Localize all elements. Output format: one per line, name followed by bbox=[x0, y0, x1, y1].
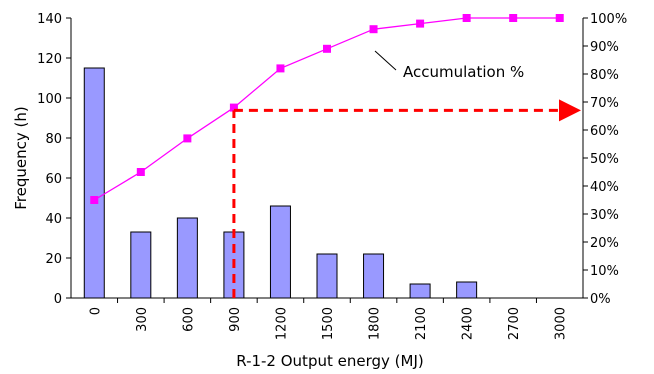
bars-layer bbox=[83, 67, 478, 299]
accumulation-point-1200 bbox=[276, 64, 285, 73]
accumulation-point-900 bbox=[229, 103, 238, 112]
bar-300 bbox=[130, 231, 152, 299]
left-tick-label: 100 bbox=[37, 92, 62, 107]
bar-2100 bbox=[409, 283, 431, 299]
bar-1200 bbox=[269, 205, 291, 299]
accumulation-point-2700 bbox=[509, 14, 518, 22]
reference-arrowhead bbox=[559, 99, 581, 122]
bar-1800 bbox=[363, 253, 385, 299]
x-tick-label: 2400 bbox=[461, 307, 476, 340]
accumulation-leader-line bbox=[374, 50, 397, 71]
right-tick-label: 60% bbox=[590, 124, 619, 139]
right-tick-label: 50% bbox=[590, 152, 619, 167]
left-tick-label: 20 bbox=[45, 252, 62, 267]
accumulation-point-1800 bbox=[369, 25, 378, 34]
left-axis: 0 20 40 60 80 100 120 140 bbox=[37, 12, 72, 307]
x-tick-label: 1800 bbox=[368, 307, 383, 340]
right-tick-label: 70% bbox=[590, 96, 619, 111]
accumulation-point-1500 bbox=[323, 44, 331, 53]
accumulation-point-300 bbox=[136, 168, 145, 176]
x-tick-label: 900 bbox=[228, 307, 243, 332]
reference-layer bbox=[232, 99, 581, 298]
left-tick-label: 140 bbox=[37, 12, 62, 27]
x-tick-label: 1200 bbox=[274, 307, 289, 340]
right-tick-label: 40% bbox=[590, 180, 619, 195]
x-tick-label: 3000 bbox=[554, 307, 569, 340]
x-tick-label: 1500 bbox=[321, 307, 336, 340]
x-axis: 0 300 600 900 1200 1500 1800 2100 2400 2700 3000 bbox=[71, 297, 583, 340]
accumulation-point-600 bbox=[183, 134, 192, 143]
accumulation-line-layer bbox=[90, 14, 564, 204]
accumulation-point-2100 bbox=[416, 19, 425, 28]
left-tick-label: 0 bbox=[54, 292, 62, 307]
right-tick-label: 80% bbox=[590, 68, 619, 83]
right-axis: 0% 10% 20% 30% 40% 50% 60% 70% 80% 90% 100% bbox=[582, 12, 627, 307]
right-tick-label: 30% bbox=[590, 208, 619, 223]
x-tick-label: 300 bbox=[135, 307, 150, 332]
right-tick-label: 0% bbox=[590, 292, 611, 307]
left-tick-label: 60 bbox=[45, 172, 62, 187]
accumulation-point-3000 bbox=[555, 14, 564, 22]
accumulation-point-0 bbox=[90, 196, 99, 204]
x-tick-label: 2700 bbox=[507, 307, 522, 340]
right-tick-label: 90% bbox=[590, 40, 619, 55]
x-tick-label: 600 bbox=[181, 307, 196, 332]
right-tick-label: 20% bbox=[590, 236, 619, 251]
left-tick-label: 80 bbox=[45, 132, 62, 147]
right-tick-label: 10% bbox=[590, 264, 619, 279]
bar-2400 bbox=[456, 281, 478, 299]
x-axis-title: R-1-2 Output energy (MJ) bbox=[236, 352, 423, 370]
bar-0 bbox=[83, 67, 105, 299]
x-tick-label: 2100 bbox=[414, 307, 429, 340]
left-tick-label: 120 bbox=[37, 52, 62, 67]
accumulation-label: Accumulation % bbox=[403, 63, 524, 81]
right-tick-label: 100% bbox=[590, 12, 627, 27]
accumulation-point-2400 bbox=[462, 14, 471, 22]
y-axis-title: Frequency (h) bbox=[12, 106, 30, 209]
x-tick-label: 0 bbox=[88, 307, 103, 315]
left-tick-label: 40 bbox=[45, 212, 62, 227]
bar-600 bbox=[176, 217, 198, 299]
bar-1500 bbox=[316, 253, 338, 299]
